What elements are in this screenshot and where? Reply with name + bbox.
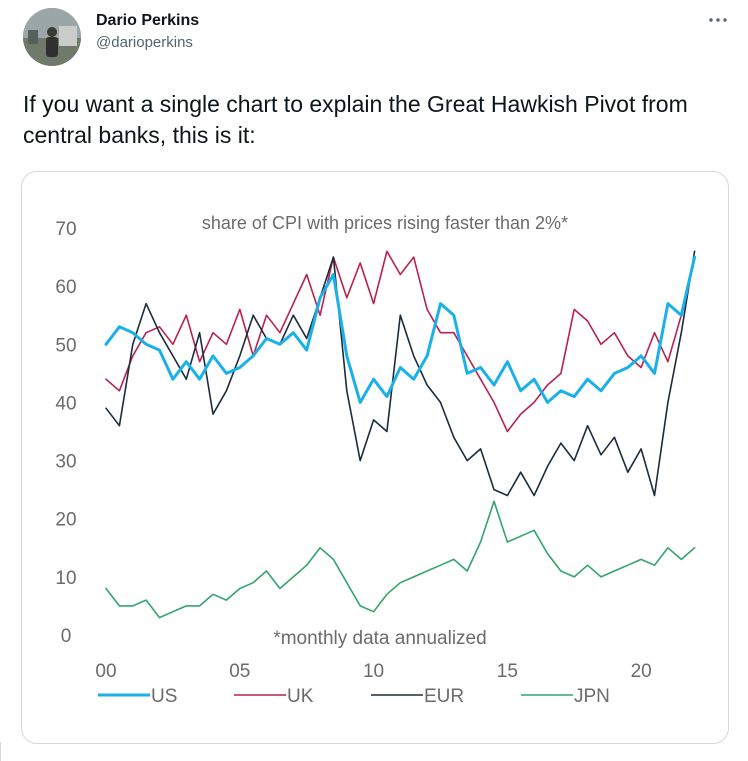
series-line-us	[104, 255, 697, 404]
tweet-media-chart[interactable]: 0 10 20 30 40 50 60 70 00 05 10 15 20 share of CPI …	[21, 171, 729, 744]
series-line-jpn	[105, 500, 696, 619]
author-avatar[interactable]	[23, 8, 81, 66]
y-tick-label: 30	[55, 452, 76, 473]
chart-annotation: *monthly data annualized	[273, 628, 486, 649]
x-tick-label: 05	[229, 661, 250, 682]
chart-title: share of CPI with prices rising faster t…	[202, 213, 568, 233]
series-line-uk	[105, 250, 696, 433]
x-axis-ticks: 00 05 10 15 20	[95, 661, 651, 682]
author-block: Dario Perkins @darioperkins	[96, 11, 199, 53]
y-tick-label: 50	[55, 335, 76, 356]
legend-label-jpn: JPN	[574, 686, 610, 707]
series-line-eur	[105, 250, 696, 497]
legend-label-us: US	[151, 686, 177, 707]
y-tick-label: 0	[61, 626, 72, 647]
x-tick-label: 10	[363, 661, 384, 682]
y-tick-label: 70	[55, 219, 76, 240]
y-tick-label: 20	[55, 510, 76, 531]
author-name[interactable]: Dario Perkins	[96, 12, 200, 29]
x-tick-label: 00	[95, 661, 116, 682]
y-tick-label: 60	[55, 277, 76, 298]
legend-label-uk: UK	[287, 686, 314, 707]
tweet-text: If you want a single chart to explain th…	[23, 91, 688, 148]
legend-label-eur: EUR	[424, 686, 464, 707]
thread-divider	[0, 742, 1, 761]
more-horizontal-icon[interactable]	[708, 10, 728, 24]
series-lines	[104, 250, 697, 619]
avatar-image	[23, 8, 81, 66]
x-tick-label: 20	[631, 661, 652, 682]
y-axis-ticks: 0 10 20 30 40 50 60 70	[55, 219, 76, 647]
y-tick-label: 10	[55, 568, 76, 589]
chart-svg: 0 10 20 30 40 50 60 70 00 05 10 15 20 share of CPI …	[55, 213, 697, 707]
x-tick-label: 15	[497, 661, 518, 682]
author-handle[interactable]: @darioperkins	[96, 34, 193, 51]
legend: US UK EUR JPN	[98, 686, 610, 707]
y-tick-label: 40	[55, 393, 76, 414]
